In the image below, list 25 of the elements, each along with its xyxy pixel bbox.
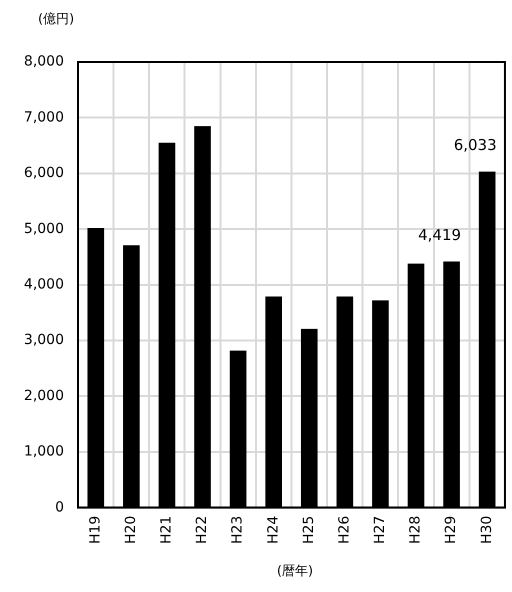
y-axis-title: (億円): [38, 11, 74, 28]
y-tick-label: 1,000: [24, 444, 64, 460]
x-tick-label: H20: [123, 516, 140, 544]
data-label: 4,419: [418, 226, 462, 244]
x-tick-label: H29: [443, 516, 460, 544]
y-tick-label: 7,000: [24, 109, 64, 126]
y-tick-label: 0: [55, 499, 64, 516]
x-tick-label: H23: [230, 516, 246, 544]
x-tick-label: H27: [372, 516, 388, 544]
y-tick-label: 2,000: [24, 388, 64, 404]
x-tick-label: H26: [336, 516, 352, 544]
y-tick-label: 6,000: [24, 165, 64, 182]
x-tick-label: H22: [194, 516, 210, 544]
y-tick-label: 5,000: [24, 220, 64, 237]
y-tick-label: 4,000: [24, 276, 64, 292]
data-label: 6,033: [454, 136, 497, 154]
y-tick-label: 8,000: [24, 54, 64, 70]
x-tick-label: H30: [478, 516, 495, 544]
x-tick-label: H28: [408, 516, 424, 544]
x-tick-label: H25: [300, 516, 317, 544]
x-tick-label: H24: [265, 516, 282, 544]
x-axis-title: (暦年): [276, 563, 314, 580]
y-tick-label: 3,000: [24, 332, 64, 348]
x-tick-label: H19: [87, 516, 104, 544]
x-tick-label: H21: [158, 516, 175, 544]
